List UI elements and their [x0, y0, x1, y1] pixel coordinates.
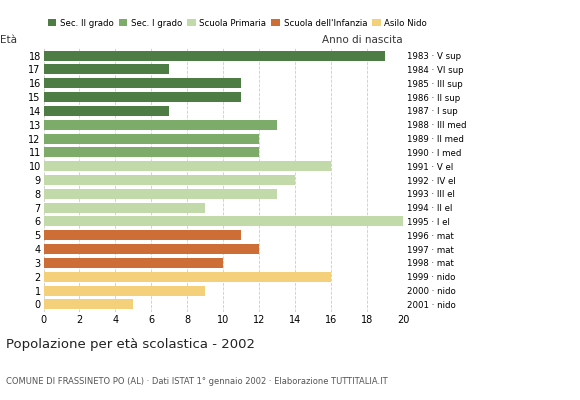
Bar — [44, 92, 241, 102]
Bar — [44, 64, 169, 74]
Bar — [44, 216, 403, 226]
Bar — [44, 161, 331, 171]
Legend: Sec. II grado, Sec. I grado, Scuola Primaria, Scuola dell'Infanzia, Asilo Nido: Sec. II grado, Sec. I grado, Scuola Prim… — [48, 19, 427, 28]
Bar — [44, 258, 223, 268]
Bar — [44, 120, 277, 130]
Bar — [44, 175, 295, 185]
Bar — [44, 106, 169, 116]
Bar — [44, 51, 385, 60]
Bar — [44, 203, 205, 213]
Bar — [44, 286, 205, 296]
Text: COMUNE DI FRASSINETO PO (AL) · Dati ISTAT 1° gennaio 2002 · Elaborazione TUTTITA: COMUNE DI FRASSINETO PO (AL) · Dati ISTA… — [6, 377, 387, 386]
Text: Età: Età — [1, 35, 17, 45]
Text: Anno di nascita: Anno di nascita — [322, 35, 403, 45]
Bar — [44, 189, 277, 199]
Text: Popolazione per età scolastica - 2002: Popolazione per età scolastica - 2002 — [6, 338, 255, 351]
Bar — [44, 78, 241, 88]
Bar — [44, 230, 241, 240]
Bar — [44, 147, 259, 157]
Bar — [44, 272, 331, 282]
Bar — [44, 300, 133, 309]
Bar — [44, 134, 259, 144]
Bar — [44, 244, 259, 254]
